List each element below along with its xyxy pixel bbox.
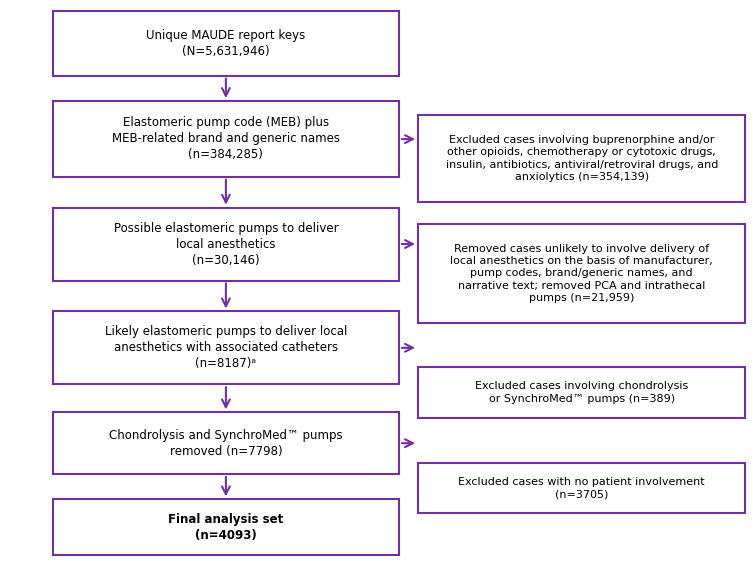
FancyBboxPatch shape — [53, 499, 399, 555]
FancyBboxPatch shape — [53, 311, 399, 384]
FancyBboxPatch shape — [53, 208, 399, 280]
Text: Unique MAUDE report keys
(N=5,631,946): Unique MAUDE report keys (N=5,631,946) — [146, 29, 306, 58]
Text: Elastomeric pump code (MEB) plus
MEB-related brand and generic names
(n=384,285): Elastomeric pump code (MEB) plus MEB-rel… — [112, 116, 340, 162]
Text: Likely elastomeric pumps to deliver local
anesthetics with associated catheters
: Likely elastomeric pumps to deliver loca… — [105, 325, 347, 370]
FancyBboxPatch shape — [53, 11, 399, 76]
FancyBboxPatch shape — [418, 463, 745, 513]
Text: Excluded cases with no patient involvement
(n=3705): Excluded cases with no patient involveme… — [459, 477, 705, 499]
FancyBboxPatch shape — [53, 412, 399, 474]
FancyBboxPatch shape — [418, 224, 745, 323]
Text: Excluded cases involving buprenorphine and/or
other opioids, chemotherapy or cyt: Excluded cases involving buprenorphine a… — [446, 135, 718, 182]
Text: Final analysis set
(n=4093): Final analysis set (n=4093) — [168, 513, 284, 542]
Text: Chondrolysis and SynchroMed™ pumps
removed (n=7798): Chondrolysis and SynchroMed™ pumps remov… — [109, 429, 343, 458]
Text: Removed cases unlikely to involve delivery of
local anesthetics on the basis of : Removed cases unlikely to involve delive… — [450, 243, 713, 304]
FancyBboxPatch shape — [418, 115, 745, 202]
Text: Excluded cases involving chondrolysis
or SynchroMed™ pumps (n=389): Excluded cases involving chondrolysis or… — [475, 381, 688, 404]
Text: Possible elastomeric pumps to deliver
local anesthetics
(n=30,146): Possible elastomeric pumps to deliver lo… — [114, 222, 338, 266]
FancyBboxPatch shape — [418, 367, 745, 418]
FancyBboxPatch shape — [53, 101, 399, 177]
